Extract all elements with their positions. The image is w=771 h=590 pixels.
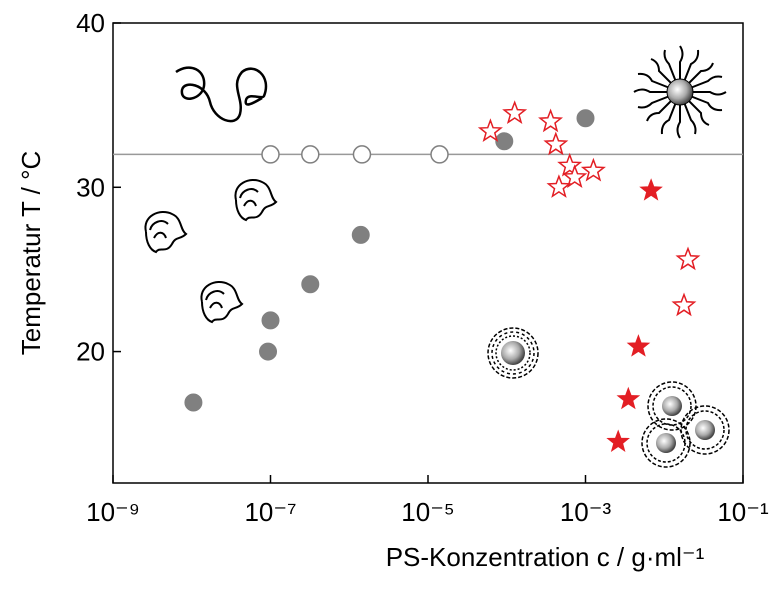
star-marker xyxy=(626,334,651,357)
circle-marker xyxy=(184,393,203,412)
circle-marker xyxy=(261,311,280,330)
illustrations xyxy=(144,45,730,468)
star-marker xyxy=(606,429,630,452)
x-axis-title: PS-Konzentration c / g·ml⁻¹ xyxy=(386,542,705,572)
circle-marker xyxy=(259,342,278,361)
circle-marker xyxy=(430,145,449,164)
circle-marker xyxy=(352,145,372,164)
y-tick-label: 30 xyxy=(76,172,105,202)
star-marker xyxy=(502,100,528,125)
x-tick-label: 10⁻¹ xyxy=(717,497,769,527)
circle-marker xyxy=(301,145,320,164)
circle-marker xyxy=(301,275,320,294)
aggregate-icons xyxy=(487,327,730,468)
circle-marker xyxy=(351,225,370,244)
star-marker xyxy=(639,178,663,201)
star-marker xyxy=(557,152,583,177)
micelle-icon xyxy=(633,45,727,139)
circle-marker xyxy=(495,132,514,151)
y-tick-label: 20 xyxy=(76,337,105,367)
globule-icons xyxy=(144,179,278,324)
star-marker xyxy=(580,157,606,182)
circle-marker xyxy=(261,145,280,164)
x-tick-label: 10⁻⁹ xyxy=(86,497,140,527)
star-marker xyxy=(543,131,569,156)
x-tick-label: 10⁻³ xyxy=(560,497,612,527)
x-tick-label: 10⁻⁷ xyxy=(244,497,296,527)
coil-icon xyxy=(175,66,268,123)
star-marker xyxy=(477,118,503,143)
x-tick-label: 10⁻⁵ xyxy=(401,497,454,527)
star-marker xyxy=(616,386,641,410)
star-marker xyxy=(671,292,697,317)
star-marker xyxy=(562,164,588,189)
y-tick-label: 40 xyxy=(76,8,105,38)
star-marker xyxy=(546,174,572,198)
y-axis-title: Temperatur T / °C xyxy=(16,151,46,356)
circle-marker xyxy=(576,109,595,128)
star-marker xyxy=(675,246,701,271)
star-marker xyxy=(538,108,564,133)
